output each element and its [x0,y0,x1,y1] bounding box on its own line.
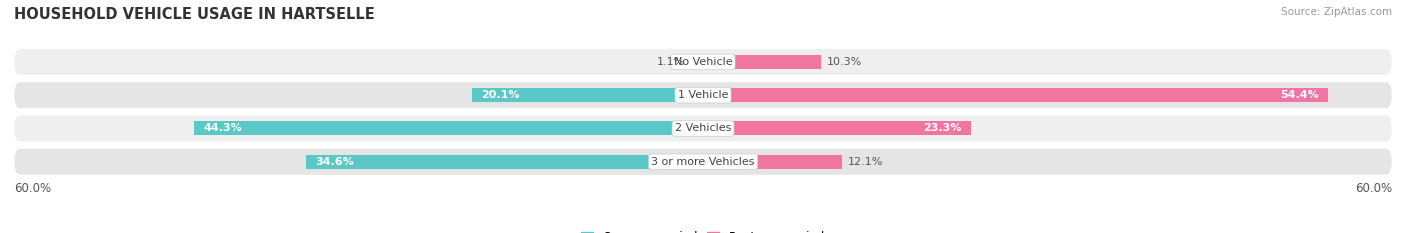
Bar [703,155,842,169]
FancyBboxPatch shape [14,49,1392,75]
Bar [703,55,821,69]
Text: 2 Vehicles: 2 Vehicles [675,123,731,134]
FancyBboxPatch shape [14,116,1392,141]
Bar [703,88,1327,102]
Legend: Owner-occupied, Renter-occupied: Owner-occupied, Renter-occupied [576,226,830,233]
Text: 34.6%: 34.6% [315,157,354,167]
Bar [703,121,970,135]
Text: 54.4%: 54.4% [1279,90,1319,100]
Text: Source: ZipAtlas.com: Source: ZipAtlas.com [1281,7,1392,17]
Text: 10.3%: 10.3% [827,57,862,67]
Text: 1 Vehicle: 1 Vehicle [678,90,728,100]
Text: 1.1%: 1.1% [657,57,685,67]
Text: 44.3%: 44.3% [204,123,242,134]
Text: No Vehicle: No Vehicle [673,57,733,67]
Text: HOUSEHOLD VEHICLE USAGE IN HARTSELLE: HOUSEHOLD VEHICLE USAGE IN HARTSELLE [14,7,375,22]
FancyBboxPatch shape [14,149,1392,175]
Text: 23.3%: 23.3% [922,123,962,134]
Text: 3 or more Vehicles: 3 or more Vehicles [651,157,755,167]
Bar [194,121,703,135]
Text: 60.0%: 60.0% [1355,182,1392,195]
Text: 60.0%: 60.0% [14,182,51,195]
Bar [690,55,703,69]
Text: 20.1%: 20.1% [481,90,520,100]
FancyBboxPatch shape [14,82,1392,108]
Bar [472,88,703,102]
Bar [305,155,703,169]
Text: 12.1%: 12.1% [848,157,883,167]
